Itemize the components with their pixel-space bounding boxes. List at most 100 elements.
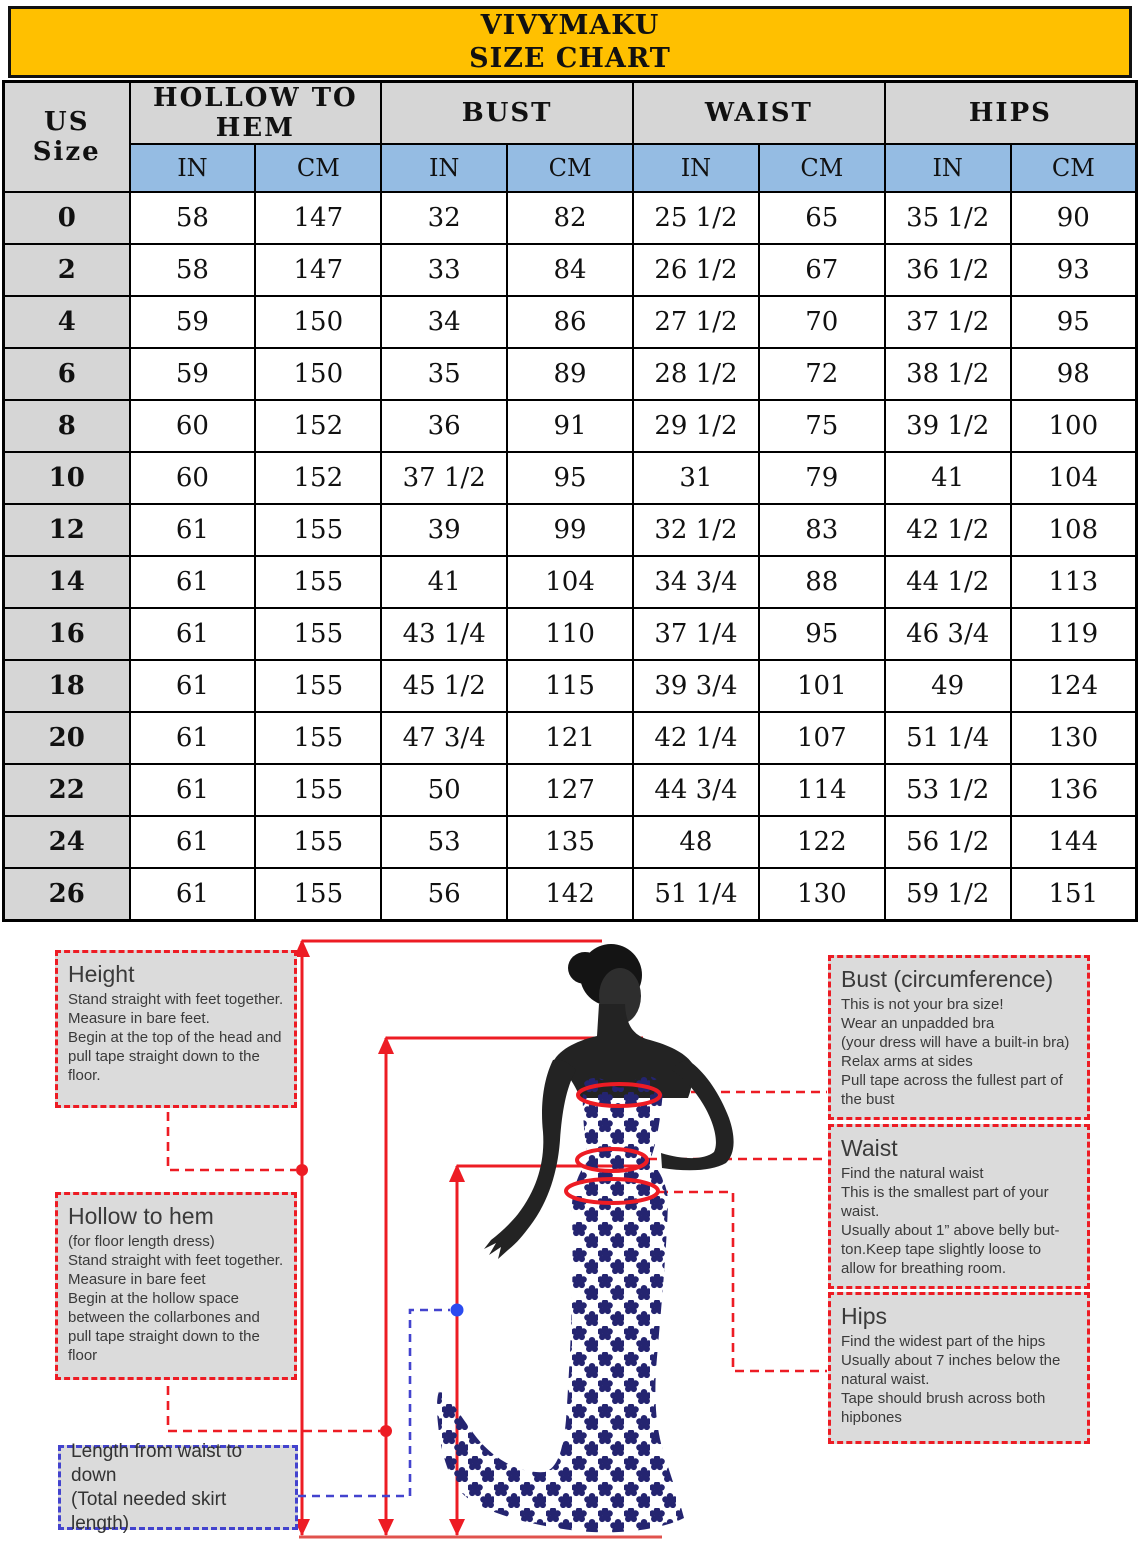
measurement-cell: 127: [506, 763, 634, 817]
measurement-cell: 36 1/2: [883, 243, 1012, 297]
height-box-body: Stand straight with feet together. Measu…: [68, 991, 284, 1084]
measurement-cell: 48: [632, 815, 760, 869]
measurement-cell: 99: [506, 503, 634, 557]
us-size-cell: 2: [2, 243, 131, 297]
size-table: US Size HOLLOW TO HEM BUST WAIST HIPS IN…: [2, 80, 1138, 922]
measurement-cell: 91: [506, 399, 634, 453]
table-row: 24 61 155 53 135 48 122 56 1/2 144: [2, 815, 1138, 869]
us-size-cell: 22: [2, 763, 131, 817]
hollow-to-hem-measure-line: [166, 1036, 643, 1536]
hips-measure-ring: [564, 1177, 660, 1205]
unit-header-cm: CM: [757, 143, 886, 193]
unit-header-in: IN: [883, 143, 1012, 193]
measurement-cell: 32: [380, 191, 509, 245]
measurement-cell: 147: [254, 191, 383, 245]
skirt-length-instruction-box: Length from waist to down (Total needed …: [58, 1441, 298, 1534]
measurement-cell: 101: [757, 659, 886, 713]
measurement-cell: 136: [1009, 763, 1138, 817]
measurement-cell: 38 1/2: [883, 347, 1012, 401]
measurement-cell: 113: [1009, 555, 1138, 609]
right-arm: [661, 1060, 734, 1171]
measurement-cell: 122: [757, 815, 886, 869]
measurement-cell: 61: [128, 555, 257, 609]
measurement-cell: 130: [757, 867, 886, 922]
measurement-cell: 152: [254, 451, 383, 505]
skirt-length-connector-line: [298, 1303, 464, 1498]
height-instruction-box: Height Stand straight with feet together…: [55, 950, 297, 1108]
us-size-cell: 8: [2, 399, 131, 453]
measurement-cell: 33: [380, 243, 509, 297]
measurement-cell: 28 1/2: [632, 347, 760, 401]
measurement-cell: 37 1/2: [883, 295, 1012, 349]
measurement-cell: 35: [380, 347, 509, 401]
hips-connector-line: [659, 1190, 827, 1373]
measurement-cell: 90: [1009, 191, 1138, 245]
left-arm: [484, 1059, 576, 1259]
measurement-cell: 95: [506, 451, 634, 505]
measurement-cell: 107: [757, 711, 886, 765]
measurement-cell: 42 1/2: [883, 503, 1012, 557]
measurement-cell: 155: [254, 867, 383, 922]
measurement-cell: 51 1/4: [632, 867, 760, 922]
measurement-cell: 104: [1009, 451, 1138, 505]
neck-and-shoulders: [553, 1004, 693, 1098]
measurement-cell: 59: [128, 347, 257, 401]
measurement-cell: 104: [506, 555, 634, 609]
measurement-cell: 93: [1009, 243, 1138, 297]
hollow-to-hem-header: HOLLOW TO HEM: [128, 80, 383, 145]
hollow-box-title: Hollow to hem: [68, 1203, 214, 1229]
us-size-cell: 20: [2, 711, 131, 765]
measurement-cell: 147: [254, 243, 383, 297]
measurement-cell: 41: [883, 451, 1012, 505]
measurement-cell: 35 1/2: [883, 191, 1012, 245]
measurement-cell: 121: [506, 711, 634, 765]
measurement-cell: 43 1/4: [380, 607, 509, 661]
height-measure-line: [166, 939, 602, 1536]
measurement-cell: 155: [254, 815, 383, 869]
measurement-cell: 50: [380, 763, 509, 817]
measurement-cell: 79: [757, 451, 886, 505]
bust-box-title: Bust (circumference): [841, 966, 1054, 992]
measurement-cell: 142: [506, 867, 634, 922]
hips-box-title: Hips: [841, 1303, 888, 1329]
table-row: 12 61 155 39 99 32 1/2 83 42 1/2 108: [2, 503, 1138, 557]
table-row: 18 61 155 45 1/2 115 39 3/4 101 49 124: [2, 659, 1138, 713]
measurement-cell: 59 1/2: [883, 867, 1012, 922]
bust-box-body: This is not your bra size! Wear an unpad…: [841, 996, 1070, 1108]
measurement-cell: 61: [128, 711, 257, 765]
table-row: 26 61 155 56 142 51 1/4 130 59 1/2 151: [2, 867, 1138, 922]
measurement-cell: 84: [506, 243, 634, 297]
measurement-cell: 31: [632, 451, 760, 505]
measurement-cell: 25 1/2: [632, 191, 760, 245]
measurement-cell: 49: [883, 659, 1012, 713]
waist-box-body: Find the natural waist This is the small…: [841, 1165, 1060, 1277]
table-row: 16 61 155 43 1/4 110 37 1/4 95 46 3/4 119: [2, 607, 1138, 661]
measurement-cell: 108: [1009, 503, 1138, 557]
unit-header-in: IN: [128, 143, 257, 193]
measurement-cell: 155: [254, 555, 383, 609]
measurement-cell: 155: [254, 607, 383, 661]
measurement-cell: 61: [128, 867, 257, 922]
measurement-cell: 82: [506, 191, 634, 245]
measurement-cell: 155: [254, 659, 383, 713]
measurement-cell: 47 3/4: [380, 711, 509, 765]
brand-name: VIVYMAKU: [480, 10, 660, 41]
measurement-cell: 150: [254, 347, 383, 401]
measurement-cell: 100: [1009, 399, 1138, 453]
measurement-cell: 53 1/2: [883, 763, 1012, 817]
table-unit-header-row: IN CM IN CM IN CM IN CM: [4, 143, 1138, 193]
waist-box-title: Waist: [841, 1135, 898, 1161]
measurement-cell: 53: [380, 815, 509, 869]
measurement-cell: 124: [1009, 659, 1138, 713]
measurement-cell: 83: [757, 503, 886, 557]
measurement-cell: 144: [1009, 815, 1138, 869]
unit-header-cm: CM: [1009, 143, 1138, 193]
measurement-cell: 45 1/2: [380, 659, 509, 713]
measurement-cell: 152: [254, 399, 383, 453]
us-size-header: US Size: [2, 80, 131, 193]
measurement-cell: 42 1/4: [632, 711, 760, 765]
measurement-cell: 61: [128, 659, 257, 713]
hips-instruction-box: Hips Find the widest part of the hips Us…: [828, 1292, 1090, 1444]
chart-subtitle: SIZE CHART: [469, 43, 671, 74]
table-row: 2 58 147 33 84 26 1/2 67 36 1/2 93: [2, 243, 1138, 297]
